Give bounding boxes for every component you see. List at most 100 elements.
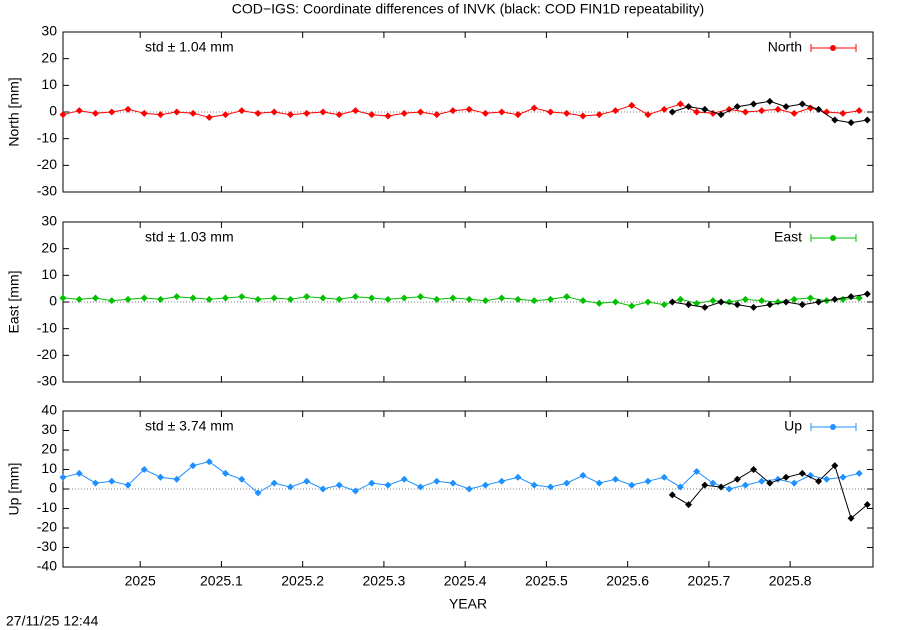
data-point bbox=[717, 483, 725, 491]
y-axis-label: North [mm] bbox=[6, 77, 22, 146]
data-point bbox=[733, 103, 741, 111]
data-point bbox=[319, 294, 327, 302]
data-point bbox=[59, 294, 67, 302]
data-point bbox=[481, 109, 489, 117]
y-tick-label: 20 bbox=[41, 441, 57, 457]
data-point bbox=[717, 111, 725, 119]
data-point bbox=[863, 290, 871, 298]
y-tick-label: 10 bbox=[41, 76, 57, 92]
data-point bbox=[644, 477, 652, 485]
data-point bbox=[173, 293, 181, 301]
data-point bbox=[514, 111, 522, 119]
data-point bbox=[156, 111, 164, 119]
data-point bbox=[831, 462, 839, 470]
data-point bbox=[839, 473, 847, 481]
x-axis-label: YEAR bbox=[449, 596, 487, 612]
x-tick-label: 2025.3 bbox=[362, 573, 405, 589]
data-point bbox=[286, 295, 294, 303]
data-point bbox=[790, 109, 798, 117]
data-point bbox=[676, 295, 684, 303]
data-point bbox=[676, 100, 684, 108]
data-point bbox=[701, 105, 709, 113]
data-point bbox=[433, 477, 441, 485]
data-point bbox=[758, 297, 766, 305]
data-point bbox=[530, 481, 538, 489]
data-point bbox=[156, 295, 164, 303]
data-point bbox=[416, 483, 424, 491]
y-tick-label: -20 bbox=[37, 519, 57, 535]
data-point bbox=[701, 481, 709, 489]
data-point bbox=[465, 295, 473, 303]
data-point bbox=[254, 489, 262, 497]
data-point bbox=[855, 294, 863, 302]
data-point bbox=[660, 105, 668, 113]
data-point bbox=[91, 294, 99, 302]
x-tick-label: 2025 bbox=[125, 573, 156, 589]
data-point bbox=[546, 483, 554, 491]
y-tick-label: -20 bbox=[37, 156, 57, 172]
x-tick-label: 2025.7 bbox=[687, 573, 730, 589]
data-point bbox=[433, 295, 441, 303]
data-point bbox=[733, 301, 741, 309]
y-tick-label: 0 bbox=[49, 103, 57, 119]
x-tick-label: 2025.4 bbox=[444, 573, 487, 589]
data-point bbox=[660, 301, 668, 309]
data-point bbox=[108, 297, 116, 305]
y-tick-label: 10 bbox=[41, 460, 57, 476]
data-point bbox=[303, 293, 311, 301]
data-point bbox=[286, 111, 294, 119]
data-point bbox=[368, 111, 376, 119]
data-point bbox=[286, 483, 294, 491]
data-point bbox=[514, 295, 522, 303]
data-point bbox=[831, 295, 839, 303]
data-point bbox=[449, 479, 457, 487]
data-point bbox=[750, 466, 758, 473]
data-point bbox=[91, 109, 99, 117]
data-point bbox=[124, 105, 132, 113]
data-point bbox=[351, 487, 359, 495]
data-point bbox=[628, 302, 636, 310]
data-point bbox=[384, 295, 392, 303]
data-point bbox=[156, 473, 164, 481]
data-point bbox=[847, 293, 855, 301]
y-tick-label: 20 bbox=[41, 49, 57, 65]
y-axis-label: East [mm] bbox=[6, 270, 22, 333]
data-point bbox=[806, 294, 814, 302]
data-point bbox=[741, 295, 749, 303]
y-tick-label: -20 bbox=[37, 346, 57, 362]
data-point bbox=[766, 301, 774, 309]
data-point bbox=[579, 112, 587, 120]
data-point bbox=[335, 111, 343, 119]
data-point bbox=[238, 293, 246, 301]
data-point bbox=[563, 479, 571, 487]
y-tick-label: 20 bbox=[41, 239, 57, 255]
data-point bbox=[855, 107, 863, 115]
x-tick-label: 2025.2 bbox=[281, 573, 324, 589]
data-point bbox=[498, 294, 506, 302]
y-tick-label: 0 bbox=[49, 293, 57, 309]
data-point bbox=[173, 108, 181, 116]
data-point bbox=[611, 475, 619, 483]
data-point bbox=[725, 485, 733, 493]
data-point bbox=[863, 116, 871, 124]
data-point bbox=[173, 475, 181, 483]
y-tick-label: -10 bbox=[37, 499, 57, 515]
data-point bbox=[530, 297, 538, 305]
data-point bbox=[693, 299, 701, 307]
data-point bbox=[108, 477, 116, 485]
data-point bbox=[717, 298, 725, 306]
data-point bbox=[595, 111, 603, 119]
data-point bbox=[579, 297, 587, 305]
data-point bbox=[628, 481, 636, 489]
data-point bbox=[815, 105, 823, 113]
data-point bbox=[863, 501, 871, 509]
data-point bbox=[815, 298, 823, 306]
data-point bbox=[831, 116, 839, 124]
data-point bbox=[790, 479, 798, 487]
data-point bbox=[124, 481, 132, 489]
data-point bbox=[238, 475, 246, 483]
data-point bbox=[693, 467, 701, 475]
data-point bbox=[725, 298, 733, 306]
data-point bbox=[59, 111, 67, 119]
